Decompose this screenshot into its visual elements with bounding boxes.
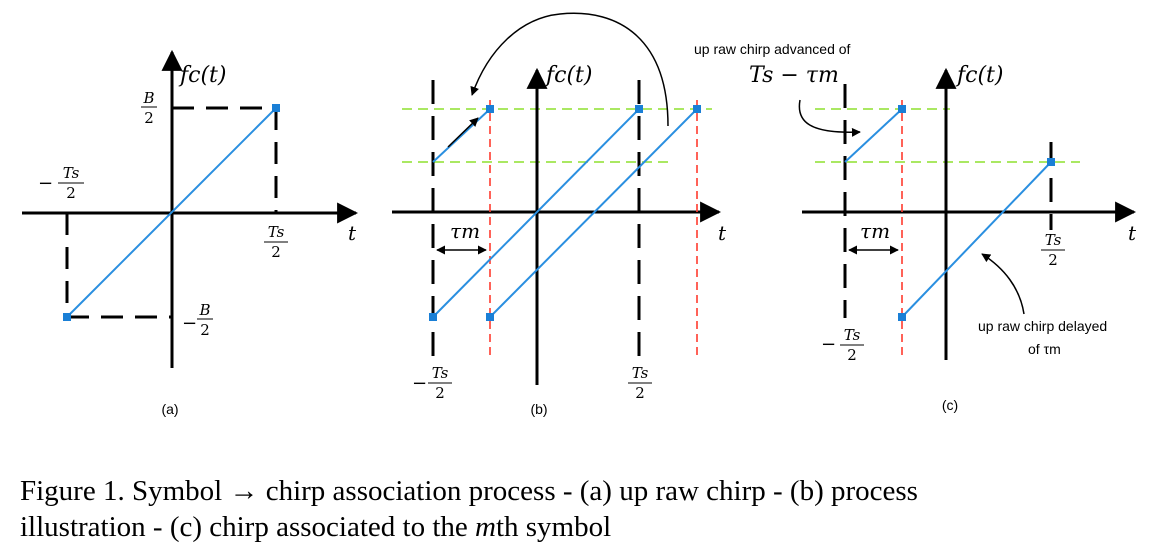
svg-text:2: 2 <box>1048 251 1058 269</box>
marker <box>486 105 494 113</box>
tau-label: τm <box>450 219 480 243</box>
top-value-label: B 2 <box>141 89 157 127</box>
right-time-label: Ts 2 <box>264 223 288 261</box>
advanced-arrow <box>798 99 861 137</box>
marker <box>898 105 906 113</box>
marker <box>898 313 906 321</box>
marker <box>486 313 494 321</box>
marker <box>429 313 437 321</box>
svg-text:−: − <box>412 373 427 394</box>
chirp-line-delayed <box>489 108 698 318</box>
chirp-line <box>66 107 277 318</box>
y-axis-label: fc(t) <box>955 63 1003 88</box>
left-time-label: − Ts 2 <box>821 326 864 364</box>
x-axis-label: t <box>348 221 357 245</box>
svg-text:B: B <box>142 89 154 107</box>
delayed-arrow <box>981 253 1025 315</box>
caption-line-2: illustration - (c) chirp associated to t… <box>20 511 611 543</box>
x-axis-label: t <box>1128 221 1137 245</box>
y-axis-label: fc(t) <box>178 63 226 88</box>
tau-label: τm <box>860 219 890 243</box>
svg-text:2: 2 <box>66 184 76 202</box>
chirp-line-advanced <box>844 108 903 163</box>
svg-text:Ts: Ts <box>63 164 80 182</box>
svg-text:2: 2 <box>200 321 210 339</box>
right-time-label: Ts 2 <box>1041 231 1065 269</box>
right-time-label: Ts 2 <box>628 364 652 402</box>
delayed-note-line1: up raw chirp delayed <box>978 318 1107 334</box>
svg-text:Ts: Ts <box>432 364 449 382</box>
svg-text:−: − <box>821 334 836 355</box>
chirp-start-marker <box>63 313 71 321</box>
panel-a-caption: (a) <box>161 401 178 417</box>
advanced-note: up raw chirp advanced of <box>694 41 851 57</box>
panel-a: fc(t) t B 2 − B 2 − Ts 2 Ts 2 (a) <box>22 49 359 417</box>
curved-shift-arrow <box>470 12 669 127</box>
bottom-value-label: − B 2 <box>182 301 213 339</box>
caption-line-1: Figure 1. Symbol → chirp association pro… <box>20 475 918 507</box>
svg-text:2: 2 <box>635 384 645 402</box>
svg-text:Ts: Ts <box>268 223 285 241</box>
svg-text:Ts: Ts <box>844 326 861 344</box>
svg-text:2: 2 <box>271 243 281 261</box>
marker <box>635 105 643 113</box>
short-arrow <box>447 117 479 148</box>
x-axis-label: t <box>718 221 727 245</box>
svg-text:2: 2 <box>144 109 154 127</box>
advanced-formula: Ts − τm <box>749 63 839 88</box>
delayed-note-line2: of τm <box>1028 341 1061 357</box>
marker <box>1047 158 1055 166</box>
svg-text:−: − <box>38 173 53 194</box>
panel-c: τm fc(t) t up raw chirp advanced of Ts −… <box>694 41 1137 413</box>
svg-text:Ts: Ts <box>1045 231 1062 249</box>
svg-text:B: B <box>198 301 210 319</box>
panel-c-caption: (c) <box>942 397 958 413</box>
chirp-line-main <box>432 108 640 318</box>
svg-text:2: 2 <box>435 384 445 402</box>
chirp-line-advanced <box>432 108 491 163</box>
svg-text:Ts: Ts <box>632 364 649 382</box>
panel-b-caption: (b) <box>530 401 547 417</box>
svg-text:2: 2 <box>847 346 857 364</box>
marker <box>693 105 701 113</box>
svg-text:−: − <box>182 313 197 334</box>
figure-caption: Figure 1. Symbol → chirp association pro… <box>20 475 918 543</box>
left-time-label: − Ts 2 <box>38 164 84 202</box>
panel-b: τm fc(t) t − Ts 2 Ts 2 (b) <box>392 12 727 417</box>
y-axis-label: fc(t) <box>544 63 592 88</box>
chirp-line-delayed <box>901 161 1052 318</box>
chirp-end-marker <box>272 104 280 112</box>
left-time-label: − Ts 2 <box>412 364 452 402</box>
